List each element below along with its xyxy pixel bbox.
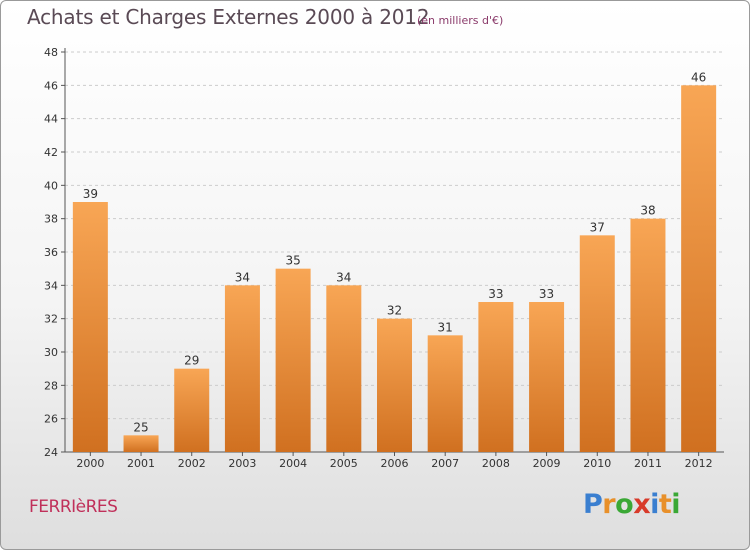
data-label: 34 <box>235 270 250 284</box>
commune-name: FERRIèRES <box>29 497 118 517</box>
proxiti-logo[interactable]: Proxiti <box>583 489 681 520</box>
data-label: 39 <box>83 187 98 201</box>
logo-letter: x <box>633 489 651 520</box>
bar <box>123 435 159 452</box>
data-label: 32 <box>387 304 402 318</box>
x-tick-label: 2004 <box>279 457 307 470</box>
x-tick-label: 2011 <box>634 457 662 470</box>
bar <box>681 85 717 452</box>
data-label: 25 <box>133 420 148 434</box>
data-label: 29 <box>184 354 199 368</box>
logo-letter: i <box>671 489 681 520</box>
x-tick-label: 2012 <box>685 457 713 470</box>
x-tick-label: 2000 <box>76 457 104 470</box>
y-tick-label: 46 <box>44 79 58 92</box>
x-tick-label: 2010 <box>583 457 611 470</box>
y-tick-label: 30 <box>44 346 58 359</box>
data-label: 37 <box>590 220 605 234</box>
x-tick-label: 2007 <box>431 457 459 470</box>
bar <box>630 218 666 452</box>
logo-letter: i <box>650 489 659 520</box>
y-tick-label: 36 <box>44 246 58 259</box>
y-tick-label: 24 <box>44 446 58 459</box>
data-label: 31 <box>438 320 453 334</box>
x-tick-label: 2008 <box>482 457 510 470</box>
y-tick-label: 26 <box>44 413 58 426</box>
logo-letter: P <box>583 489 603 520</box>
y-tick-label: 42 <box>44 146 58 159</box>
x-tick-label: 2003 <box>228 457 256 470</box>
data-label: 33 <box>539 287 554 301</box>
bar <box>529 302 565 452</box>
y-tick-label: 38 <box>44 213 58 226</box>
y-tick-label: 44 <box>44 113 58 126</box>
bar <box>174 368 210 452</box>
chart-subtitle: (en milliers d'€) <box>417 14 504 27</box>
bar <box>275 268 311 452</box>
x-tick-label: 2001 <box>127 457 155 470</box>
bar <box>224 285 260 452</box>
x-tick-label: 2009 <box>533 457 561 470</box>
bar <box>72 202 108 452</box>
logo-letter: o <box>615 489 634 520</box>
x-tick-label: 2006 <box>381 457 409 470</box>
data-label: 35 <box>285 254 300 268</box>
data-label: 46 <box>691 70 706 84</box>
y-tick-label: 40 <box>44 179 58 192</box>
x-tick-label: 2002 <box>178 457 206 470</box>
x-tick-label: 2005 <box>330 457 358 470</box>
bar <box>377 318 412 452</box>
logo-letter: r <box>602 489 616 520</box>
y-tick-label: 32 <box>44 313 58 326</box>
bar <box>478 302 514 452</box>
bar <box>579 235 615 452</box>
bar <box>427 335 463 452</box>
data-label: 38 <box>640 204 655 218</box>
bar <box>326 285 362 452</box>
data-label: 33 <box>488 287 503 301</box>
logo-letter: t <box>658 489 672 520</box>
data-label: 34 <box>336 270 351 284</box>
y-tick-label: 48 <box>44 46 58 59</box>
y-tick-label: 34 <box>44 279 58 292</box>
y-tick-label: 28 <box>44 379 58 392</box>
chart-title: Achats et Charges Externes 2000 à 2012 <box>27 5 430 29</box>
